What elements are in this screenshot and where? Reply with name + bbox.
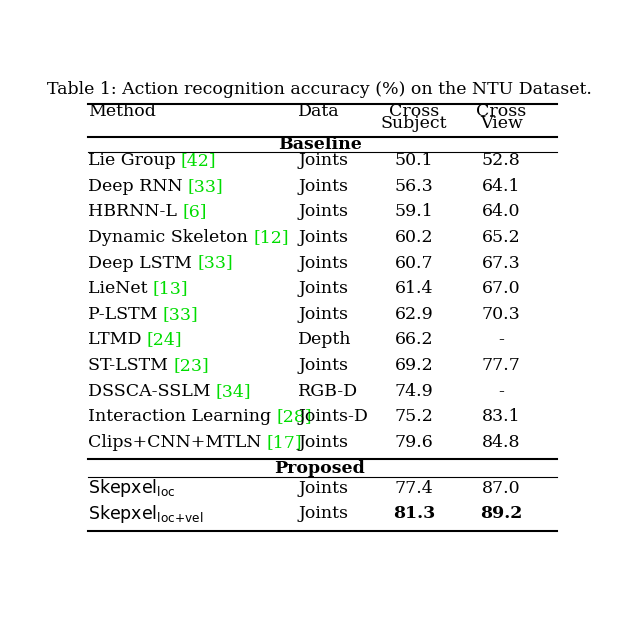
Text: [42]: [42] <box>181 152 217 169</box>
Text: P-LSTM: P-LSTM <box>87 306 163 323</box>
Text: Joints: Joints <box>298 204 348 220</box>
Text: Interaction Learning: Interaction Learning <box>87 408 276 426</box>
Text: 59.1: 59.1 <box>395 204 434 220</box>
Text: -: - <box>498 383 504 400</box>
Text: 75.2: 75.2 <box>394 408 434 426</box>
Text: [12]: [12] <box>253 229 289 246</box>
Text: 84.8: 84.8 <box>482 434 520 451</box>
Text: Joints: Joints <box>298 480 348 497</box>
Text: Cross: Cross <box>389 103 439 120</box>
Text: Table 1: Action recognition accuracy (%) on the NTU Dataset.: Table 1: Action recognition accuracy (%)… <box>47 81 592 98</box>
Text: 89.2: 89.2 <box>480 506 522 522</box>
Text: DSSCA-SSLM: DSSCA-SSLM <box>87 383 216 400</box>
Text: [33]: [33] <box>163 306 198 323</box>
Text: 70.3: 70.3 <box>482 306 520 323</box>
Text: 83.1: 83.1 <box>482 408 520 426</box>
Text: 79.6: 79.6 <box>395 434 434 451</box>
Text: RGB-D: RGB-D <box>298 383 358 400</box>
Text: 60.7: 60.7 <box>395 255 434 271</box>
Text: Cross: Cross <box>476 103 526 120</box>
Text: [13]: [13] <box>153 280 188 297</box>
Text: Baseline: Baseline <box>278 136 362 154</box>
Text: [28]: [28] <box>276 408 312 426</box>
Text: 60.2: 60.2 <box>395 229 434 246</box>
Text: 64.0: 64.0 <box>482 204 520 220</box>
Text: 81.3: 81.3 <box>393 506 435 522</box>
Text: -: - <box>498 332 504 348</box>
Text: Subject: Subject <box>381 115 447 132</box>
Text: [23]: [23] <box>173 357 209 374</box>
Text: Clips+CNN+MTLN: Clips+CNN+MTLN <box>87 434 266 451</box>
Text: 74.9: 74.9 <box>395 383 434 400</box>
Text: Lie Group: Lie Group <box>87 152 181 169</box>
Text: Joints: Joints <box>298 506 348 522</box>
Text: 77.4: 77.4 <box>395 480 434 497</box>
Text: 65.2: 65.2 <box>482 229 520 246</box>
Text: Joints: Joints <box>298 357 348 374</box>
Text: 67.3: 67.3 <box>482 255 520 271</box>
Text: Proposed: Proposed <box>275 460 365 477</box>
Text: [33]: [33] <box>197 255 233 271</box>
Text: 66.2: 66.2 <box>395 332 434 348</box>
Text: LTMD: LTMD <box>87 332 147 348</box>
Text: Data: Data <box>298 103 339 120</box>
Text: Joints: Joints <box>298 229 348 246</box>
Text: Joints-D: Joints-D <box>298 408 368 426</box>
Text: ST-LSTM: ST-LSTM <box>87 357 173 374</box>
Text: HBRNN-L: HBRNN-L <box>87 204 182 220</box>
Text: Joints: Joints <box>298 255 348 271</box>
Text: [34]: [34] <box>216 383 251 400</box>
Text: 56.3: 56.3 <box>395 178 434 195</box>
Text: Deep RNN: Deep RNN <box>87 178 188 195</box>
Text: [17]: [17] <box>266 434 302 451</box>
Text: [24]: [24] <box>147 332 182 348</box>
Text: [6]: [6] <box>182 204 207 220</box>
Text: $\mathrm{Skepxel}_{\mathrm{loc{+}vel}}$: $\mathrm{Skepxel}_{\mathrm{loc{+}vel}}$ <box>87 503 203 525</box>
Text: 69.2: 69.2 <box>395 357 434 374</box>
Text: Joints: Joints <box>298 306 348 323</box>
Text: 67.0: 67.0 <box>482 280 520 297</box>
Text: 62.9: 62.9 <box>395 306 434 323</box>
Text: Joints: Joints <box>298 434 348 451</box>
Text: Depth: Depth <box>298 332 351 348</box>
Text: LieNet: LieNet <box>87 280 153 297</box>
Text: 64.1: 64.1 <box>482 178 520 195</box>
Text: Joints: Joints <box>298 152 348 169</box>
Text: Method: Method <box>87 103 155 120</box>
Text: 50.1: 50.1 <box>395 152 434 169</box>
Text: Deep LSTM: Deep LSTM <box>87 255 197 271</box>
Text: View: View <box>480 115 522 132</box>
Text: Dynamic Skeleton: Dynamic Skeleton <box>87 229 253 246</box>
Text: 87.0: 87.0 <box>482 480 520 497</box>
Text: Joints: Joints <box>298 280 348 297</box>
Text: $\mathrm{Skepxel}_{\mathrm{loc}}$: $\mathrm{Skepxel}_{\mathrm{loc}}$ <box>87 477 175 499</box>
Text: 52.8: 52.8 <box>482 152 520 169</box>
Text: 61.4: 61.4 <box>395 280 433 297</box>
Text: [33]: [33] <box>188 178 223 195</box>
Text: Joints: Joints <box>298 178 348 195</box>
Text: 77.7: 77.7 <box>482 357 520 374</box>
